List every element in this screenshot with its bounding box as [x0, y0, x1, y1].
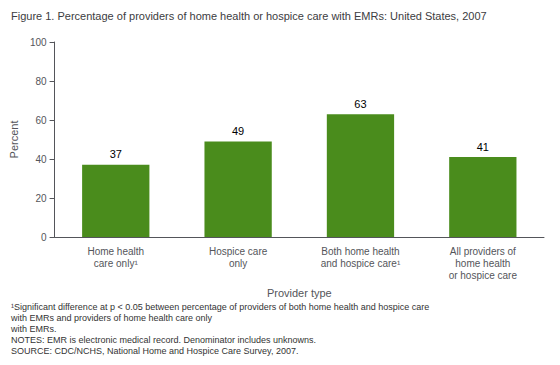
svg-text:Percent: Percent: [8, 121, 20, 159]
svg-text:37: 37: [110, 148, 122, 160]
svg-text:SOURCE: CDC/NCHS, National Hom: SOURCE: CDC/NCHS, National Home and Hosp…: [11, 346, 298, 356]
svg-text:Both home health: Both home health: [321, 246, 399, 257]
svg-text:49: 49: [232, 125, 244, 137]
svg-text:NOTES: EMR is electronic medic: NOTES: EMR is electronic medical record.…: [11, 335, 316, 345]
svg-text:80: 80: [35, 76, 47, 87]
svg-text:Hospice care: Hospice care: [209, 246, 268, 257]
svg-text:0: 0: [41, 232, 47, 243]
svg-text:63: 63: [354, 98, 366, 110]
svg-text:care only¹: care only¹: [94, 258, 139, 269]
svg-text:Home health: Home health: [87, 246, 144, 257]
svg-text:20: 20: [35, 193, 47, 204]
svg-text:with EMRs.: with EMRs.: [10, 324, 57, 334]
svg-text:with EMRs and providers of hom: with EMRs and providers of home health c…: [10, 313, 213, 323]
svg-text:60: 60: [35, 115, 47, 126]
svg-text:only: only: [229, 258, 247, 269]
svg-text:and hospice care¹: and hospice care¹: [321, 258, 401, 269]
svg-text:Figure 1. Percentage of provid: Figure 1. Percentage of providers of hom…: [11, 10, 487, 22]
svg-text:Provider type: Provider type: [267, 287, 332, 299]
svg-text:41: 41: [477, 141, 489, 153]
svg-text:All providers of: All providers of: [450, 246, 516, 257]
svg-text:¹Significant difference at p <: ¹Significant difference at p < 0.05 betw…: [11, 302, 432, 312]
svg-text:100: 100: [30, 37, 47, 48]
svg-text:home health: home health: [455, 258, 510, 269]
svg-text:or hospice care: or hospice care: [449, 270, 518, 281]
svg-text:40: 40: [35, 154, 47, 165]
